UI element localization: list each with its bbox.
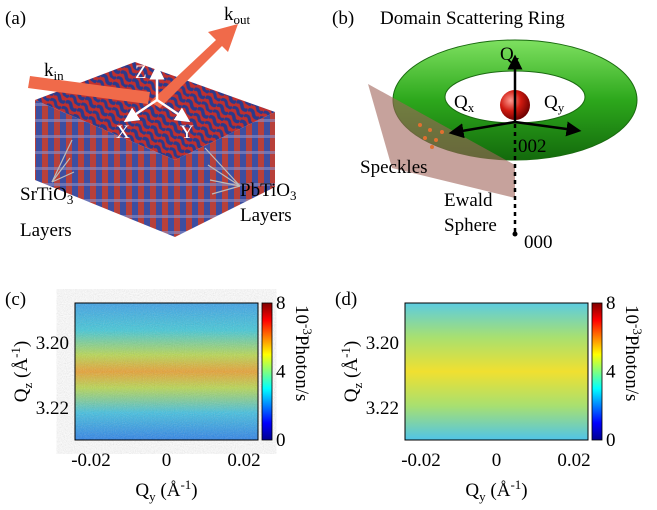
pbtio3-label: PbTiO3 — [240, 180, 297, 203]
unit-open: (Å — [11, 358, 32, 383]
peak-label: 002 — [518, 136, 547, 157]
origin-dot — [513, 232, 518, 237]
panel-b: (b) Domain Scattering Ring Qz Qx Qy 002 … — [332, 8, 637, 253]
colorbar-tick-label: 0 — [276, 430, 286, 451]
ylabel: Qz (Å-1) — [338, 341, 365, 403]
unit-close: ) — [191, 480, 197, 501]
srtio3-label: SrTiO3 — [20, 184, 73, 207]
x-tick-label: -0.02 — [71, 450, 111, 471]
speckle-noise — [75, 303, 258, 440]
k-in-label: kin — [44, 60, 64, 83]
q-main: Q — [11, 388, 32, 402]
panel-title: Domain Scattering Ring — [380, 8, 565, 29]
qx-label: Qx — [454, 92, 475, 115]
panel-a: (a) kout kin Z X Y SrTiO3 Layers PbTiO3 … — [5, 4, 297, 241]
srtio3-word: Layers — [20, 220, 72, 241]
y-tick-label: 3.20 — [366, 333, 399, 354]
axis-label: Z — [135, 62, 147, 83]
q-main: Q — [500, 44, 514, 65]
origin-label: 000 — [524, 232, 553, 253]
unit-close: ) — [11, 341, 32, 347]
panel-label: (d) — [335, 289, 357, 310]
k-sub: out — [234, 12, 251, 27]
colorbar-tick-label: 8 — [606, 293, 616, 314]
cbar-pre: 10 — [291, 305, 312, 324]
xlabel: Qy (Å-1) — [135, 477, 197, 504]
colorbar — [262, 303, 272, 440]
k-sub: in — [54, 68, 65, 83]
y-tick-label: 3.22 — [36, 398, 69, 419]
cbar-post: Photon/s — [621, 335, 642, 402]
colorbar — [592, 303, 602, 440]
map-panel: (c) 3.20 3.22 -0.02 0 0.02 8 4 0 10-3Photon/s Qz (… — [5, 289, 315, 504]
formula-sub: 3 — [290, 188, 297, 203]
x-tick-label: 0.02 — [227, 450, 260, 471]
q-main: Q — [135, 480, 149, 501]
q-main: Q — [465, 480, 479, 501]
qy-label: Qy — [544, 92, 565, 115]
q-main: Q — [341, 388, 362, 402]
x-tick-label: 0 — [492, 450, 502, 471]
k-main: k — [224, 4, 234, 25]
formula: PbTiO — [240, 180, 290, 201]
axis-label: Y — [180, 122, 194, 143]
formula: SrTiO — [20, 184, 67, 205]
ewald-label: Sphere — [444, 215, 497, 236]
ylabel: Qz (Å-1) — [8, 341, 35, 403]
q-sub: y — [558, 100, 565, 115]
unit-sup: -1 — [8, 347, 23, 358]
panel-label: (c) — [5, 289, 26, 310]
k-out-label: kout — [224, 4, 251, 27]
panel-label: (a) — [5, 8, 26, 29]
k-main: k — [44, 60, 54, 81]
intensity-map — [405, 303, 588, 440]
cbar-post: Photon/s — [291, 335, 312, 402]
cbar-sup: -3 — [300, 324, 315, 335]
q-main: Q — [544, 92, 558, 113]
colorbar-tick-label: 4 — [276, 362, 286, 383]
unit-close: ) — [341, 341, 362, 347]
ewald-label: Ewald — [444, 190, 493, 211]
x-tick-label: 0.02 — [557, 450, 590, 471]
y-tick-label: 3.22 — [366, 398, 399, 419]
panel-label: (b) — [332, 8, 354, 29]
xlabel: Qy (Å-1) — [465, 477, 527, 504]
colorbar-label: 10-3Photon/s — [621, 305, 645, 401]
q-main: Q — [454, 92, 468, 113]
formula-sub: 3 — [67, 192, 74, 207]
cbar-sup: -3 — [630, 324, 645, 335]
colorbar-tick-label: 4 — [606, 362, 616, 383]
unit-sup: -1 — [338, 347, 353, 358]
colorbar-tick-label: 8 — [276, 293, 286, 314]
colorbar-tick-label: 0 — [606, 430, 616, 451]
q-sub: z — [514, 52, 520, 67]
unit-open: (Å — [156, 480, 181, 501]
x-tick-label: -0.02 — [401, 450, 441, 471]
axis-label: X — [116, 122, 130, 143]
figure: (a) kout kin Z X Y SrTiO3 Layers PbTiO3 … — [0, 0, 657, 510]
unit-sup: -1 — [510, 477, 521, 492]
q-sub: x — [468, 100, 475, 115]
x-tick-label: 0 — [162, 450, 172, 471]
pbtio3-word: Layers — [240, 205, 292, 226]
unit-open: (Å — [341, 358, 362, 383]
y-tick-label: 3.20 — [36, 333, 69, 354]
unit-close: ) — [521, 480, 527, 501]
cbar-pre: 10 — [621, 305, 642, 324]
colorbar-label: 10-3Photon/s — [291, 305, 315, 401]
map-panel: (d) 3.20 3.22 -0.02 0 0.02 8 4 0 10-3Photon/s Qz (… — [335, 289, 645, 504]
unit-sup: -1 — [180, 477, 191, 492]
unit-open: (Å — [486, 480, 511, 501]
speckles-label: Speckles — [360, 157, 428, 178]
